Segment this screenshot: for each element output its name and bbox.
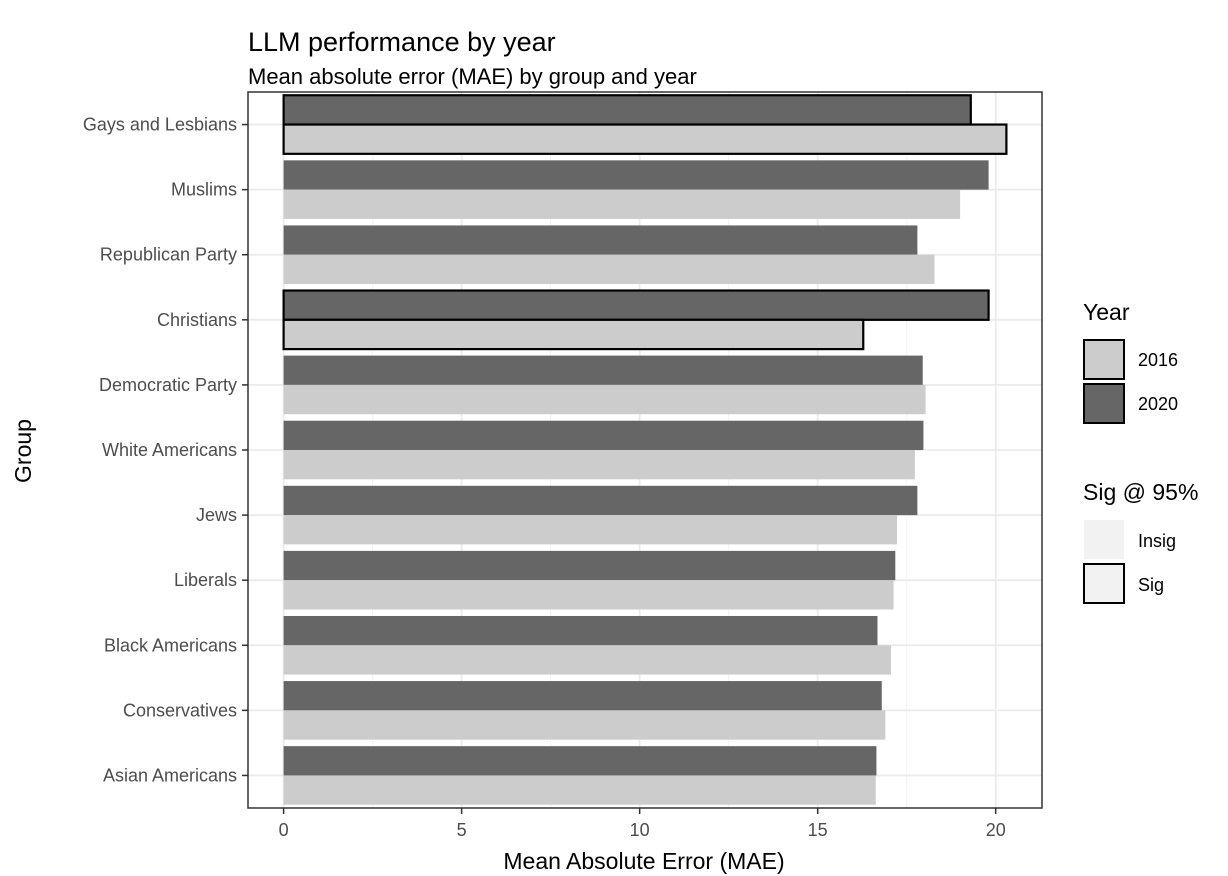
- bar-2016: [283, 710, 886, 740]
- bar-2016: [283, 254, 935, 285]
- y-tick-label: Black Americans: [104, 635, 237, 655]
- y-tick-label: Muslims: [171, 180, 237, 200]
- y-tick-label: Gays and Lesbians: [83, 115, 237, 135]
- x-tick-label: 5: [457, 820, 467, 840]
- bar-2020: [282, 94, 972, 126]
- legend-swatch-sig: [1083, 563, 1125, 604]
- legend-label-sig: Sig: [1138, 575, 1164, 595]
- y-tick-label: White Americans: [102, 440, 237, 460]
- legend-sig-title: Sig @ 95%: [1083, 479, 1198, 505]
- bar-2016: [283, 189, 961, 219]
- bar-2016: [283, 580, 894, 610]
- y-tick-label: Conservatives: [123, 700, 237, 720]
- y-tick-label: Republican Party: [100, 245, 237, 265]
- x-tick-label: 10: [630, 820, 650, 840]
- bar-2016: [283, 384, 926, 415]
- bar-2020: [283, 355, 923, 385]
- legend-label-2016: 2016: [1138, 350, 1178, 370]
- bar-2016: [283, 450, 915, 480]
- bar-2020: [283, 225, 918, 255]
- bar-2020: [283, 160, 989, 190]
- bar-2020: [283, 746, 877, 776]
- legend-label-insig: Insig: [1138, 531, 1176, 551]
- bar-2020: [283, 681, 882, 711]
- legend: Year 2016 2020 Sig @ 95% Insig Sig: [1083, 299, 1198, 604]
- bar-2020: [283, 420, 924, 450]
- y-tick-label: Jews: [196, 505, 237, 525]
- bars: [282, 94, 1008, 805]
- legend-label-2020: 2020: [1138, 394, 1178, 414]
- y-axis: Gays and Lesbians Muslims Republican Party…: [83, 115, 248, 785]
- chart-title: LLM performance by year: [248, 27, 556, 57]
- y-tick-label: Democratic Party: [99, 375, 237, 395]
- bar-2016: [282, 123, 1008, 155]
- bar-2016: [282, 318, 865, 351]
- bar-2016: [283, 515, 898, 545]
- x-tick-label: 0: [279, 820, 289, 840]
- x-tick-label: 15: [808, 820, 828, 840]
- y-tick-label: Christians: [157, 310, 237, 330]
- bar-2016: [283, 645, 892, 675]
- y-axis-title: Group: [10, 419, 36, 483]
- y-tick-label: Asian Americans: [103, 765, 237, 785]
- x-axis: 0 5 10 15 20: [279, 808, 1006, 840]
- bar-2020: [283, 615, 878, 646]
- plot-area: [247, 91, 1043, 809]
- chart-subtitle: Mean absolute error (MAE) by group and y…: [248, 64, 697, 89]
- legend-swatch-insig: [1084, 520, 1124, 559]
- x-tick-label: 20: [986, 820, 1006, 840]
- x-axis-title: Mean Absolute Error (MAE): [503, 848, 784, 874]
- legend-year-title: Year: [1083, 299, 1130, 325]
- bar-2020: [283, 550, 896, 581]
- bar-2020: [283, 485, 918, 516]
- legend-swatch-2016: [1083, 339, 1125, 380]
- bar-2020: [282, 289, 990, 321]
- y-tick-label: Liberals: [174, 570, 237, 590]
- legend-swatch-2020: [1083, 383, 1125, 424]
- bar-2016: [283, 775, 876, 805]
